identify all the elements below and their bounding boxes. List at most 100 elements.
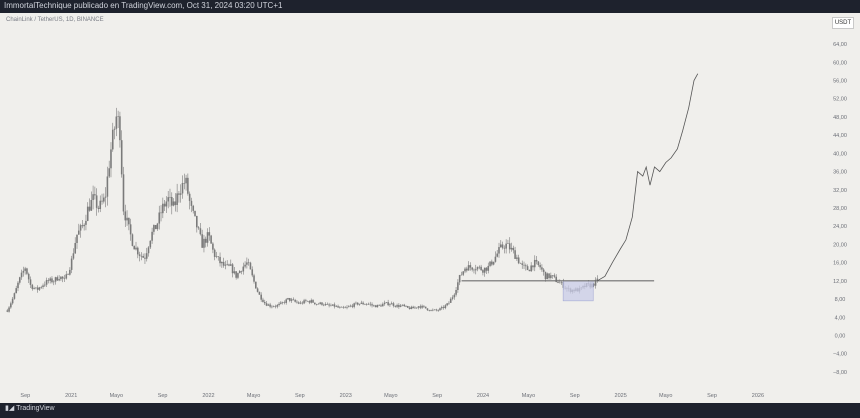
candle-body xyxy=(156,223,159,230)
candle-body xyxy=(483,267,486,273)
candle-body xyxy=(535,259,538,262)
candle-body xyxy=(310,300,313,303)
candle-body xyxy=(13,293,16,299)
candle-body xyxy=(101,200,103,202)
y-tick-label: 52,00 xyxy=(833,97,847,103)
candle-body xyxy=(501,244,504,248)
candle-body xyxy=(440,307,443,309)
candle-body xyxy=(90,199,93,211)
candle-body xyxy=(247,262,250,264)
candle-body xyxy=(63,278,66,280)
candle-body xyxy=(287,298,289,300)
y-tick-label: −8,00 xyxy=(833,370,847,376)
candle-body xyxy=(403,304,406,307)
candle-body xyxy=(462,271,465,275)
candle-body xyxy=(492,261,495,265)
candle-body xyxy=(448,302,450,304)
candle-body xyxy=(596,278,599,280)
candle-body xyxy=(394,305,397,307)
y-tick-label: 32,00 xyxy=(833,188,847,194)
candle-body xyxy=(145,253,148,259)
candle-body xyxy=(444,305,447,309)
x-tick-label: Mayo xyxy=(659,393,672,399)
candle-body xyxy=(27,273,30,280)
candle-body xyxy=(437,310,439,311)
candle-body xyxy=(272,306,275,308)
candle-body xyxy=(76,234,78,243)
candle-body xyxy=(194,210,196,216)
candle-body xyxy=(288,298,291,301)
candle-body xyxy=(267,304,270,306)
candle-body xyxy=(517,257,520,264)
candle-body xyxy=(421,305,423,308)
candle-body xyxy=(407,306,409,308)
candle-body xyxy=(453,294,456,298)
candle-body xyxy=(10,303,12,308)
candle-body xyxy=(278,303,280,306)
candle-body xyxy=(274,306,277,308)
candle-body xyxy=(514,250,516,259)
candle-body xyxy=(237,273,239,278)
y-tick-label: 24,00 xyxy=(833,224,847,230)
candle-body xyxy=(449,298,452,303)
candle-body xyxy=(201,234,203,248)
candle-body xyxy=(489,261,491,266)
tradingview-logo-icon: ▮◢ xyxy=(5,405,17,412)
candle-body xyxy=(417,306,420,308)
candle-body xyxy=(29,279,32,285)
tradingview-logo-text: TradingView xyxy=(16,405,55,412)
candle-body xyxy=(592,283,595,286)
candle-body xyxy=(256,288,259,292)
x-tick-label: Sep xyxy=(432,393,442,399)
candle-body xyxy=(65,274,68,279)
overlay-layer xyxy=(461,73,699,302)
candle-body xyxy=(315,304,318,305)
candle-body xyxy=(333,304,336,307)
candle-body xyxy=(353,303,355,307)
currency-badge[interactable]: USDT xyxy=(832,17,854,29)
chart-area[interactable] xyxy=(0,13,860,403)
candle-body xyxy=(151,231,153,241)
y-tick-label: 60,00 xyxy=(833,60,847,66)
candle-body xyxy=(86,206,89,221)
candle-body xyxy=(253,275,255,282)
x-tick-label: 2024 xyxy=(477,393,489,399)
candle-body xyxy=(551,275,554,276)
y-tick-label: −4,00 xyxy=(833,352,847,358)
candle-body xyxy=(342,306,345,308)
candle-body xyxy=(553,275,556,277)
candle-body xyxy=(410,306,413,310)
candle-body xyxy=(414,307,416,309)
y-tick-label: 20,00 xyxy=(833,242,847,248)
candle-body xyxy=(317,303,320,305)
candle-body xyxy=(373,305,375,307)
candle-body xyxy=(533,259,536,268)
candle-body xyxy=(163,203,166,207)
candle-body xyxy=(17,282,19,289)
candle-body xyxy=(539,265,541,268)
y-tick-label: 64,00 xyxy=(833,42,847,48)
candle-body xyxy=(351,305,354,307)
candle-body xyxy=(199,228,202,235)
candle-body xyxy=(124,211,127,221)
candles-layer xyxy=(6,107,599,313)
candle-body xyxy=(555,276,558,283)
candle-body xyxy=(185,177,187,184)
candle-body xyxy=(376,304,379,308)
candle-body xyxy=(460,274,463,276)
candle-body xyxy=(349,305,352,307)
candle-body xyxy=(61,276,64,279)
candle-body xyxy=(172,201,175,206)
candle-body xyxy=(507,243,509,244)
x-tick-label: 2025 xyxy=(615,393,627,399)
candle-body xyxy=(242,266,245,272)
candle-body xyxy=(33,288,35,289)
tradingview-logo[interactable]: ▮◢ TradingView xyxy=(5,404,55,412)
y-tick-label: 28,00 xyxy=(833,206,847,212)
candle-body xyxy=(285,299,288,303)
candle-body xyxy=(85,220,87,225)
candle-body xyxy=(322,304,325,306)
candle-body xyxy=(104,196,107,198)
candle-body xyxy=(54,277,57,282)
